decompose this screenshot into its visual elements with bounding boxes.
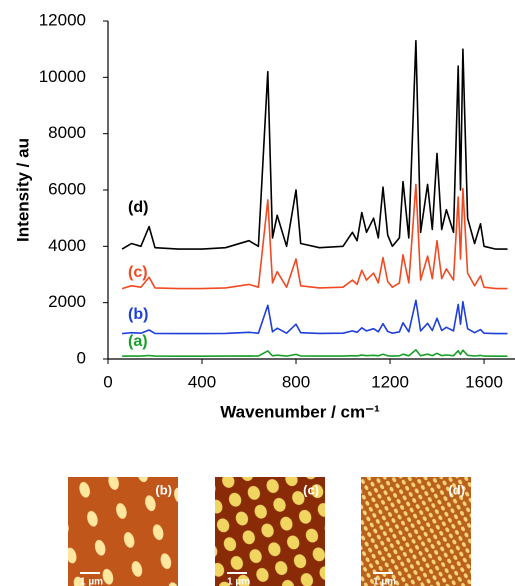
series-label: (d) — [128, 199, 148, 216]
y-axis-label: Intensity / au — [13, 138, 32, 242]
y-tick-label: 6000 — [48, 179, 86, 198]
afm-image: (c) 1 µm — [215, 477, 325, 586]
y-tick-label: 2000 — [48, 292, 86, 311]
afm-texture — [215, 477, 325, 586]
x-tick-label: 800 — [282, 372, 310, 391]
y-tick-label: 10000 — [39, 67, 86, 86]
series-label: (c) — [128, 264, 148, 281]
afm-texture — [68, 477, 178, 586]
series-label: (b) — [128, 306, 148, 323]
y-tick-label: 0 — [77, 348, 86, 367]
x-tick-label: 400 — [188, 372, 216, 391]
scale-label: 1 µm — [227, 577, 250, 586]
afm-texture — [361, 477, 471, 586]
series-line — [121, 39, 508, 250]
series-line — [122, 299, 508, 335]
image-label: (c) — [303, 482, 319, 497]
scale-label: 1 µm — [80, 577, 103, 586]
series-line — [122, 349, 508, 357]
afm-image: (b) 1 µm — [68, 477, 178, 586]
image-label: (b) — [155, 482, 172, 497]
x-axis-label: Wavenumber / cm⁻¹ — [220, 402, 380, 421]
y-tick-label: 8000 — [48, 123, 86, 142]
y-tick-label: 4000 — [48, 236, 86, 255]
image-label: (d) — [448, 482, 465, 497]
series-label: (a) — [128, 333, 148, 350]
y-tick-label: 12000 — [39, 10, 86, 29]
series-line — [121, 183, 508, 290]
x-tick-label: 0 — [103, 372, 112, 391]
scale-label: 1 µm — [373, 577, 396, 586]
x-tick-label: 1600 — [465, 372, 503, 391]
afm-image: (d) 1 µm — [361, 477, 471, 586]
x-tick-label: 1200 — [371, 372, 409, 391]
